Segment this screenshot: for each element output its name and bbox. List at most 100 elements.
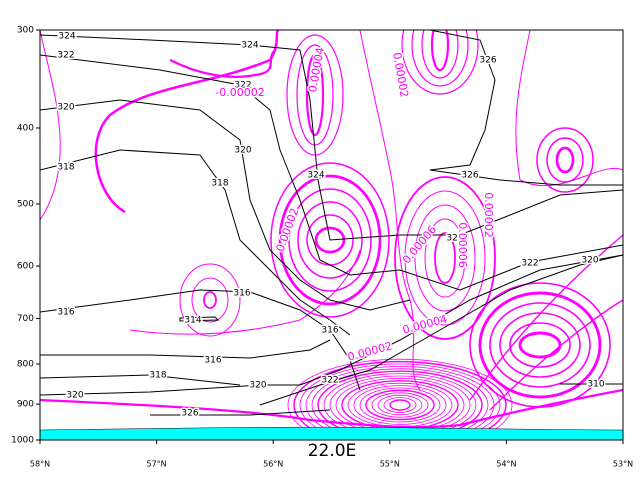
contour-label: 320 bbox=[581, 256, 598, 266]
contour-line bbox=[371, 392, 429, 418]
contour-label: 320 bbox=[249, 381, 266, 391]
y-tick-label: 500 bbox=[17, 199, 34, 209]
contour-label: 324 bbox=[58, 32, 75, 42]
contour-line bbox=[179, 316, 220, 322]
contour-line bbox=[429, 30, 623, 186]
contour-line bbox=[394, 176, 496, 340]
contour-line bbox=[150, 409, 331, 416]
contour-label: 318 bbox=[211, 179, 228, 189]
contour-line bbox=[299, 363, 501, 440]
contour-line bbox=[293, 360, 507, 440]
contour-label: 0.00002 bbox=[390, 51, 411, 98]
y-tick-label: 600 bbox=[17, 262, 34, 272]
contour-label: 0.00006 bbox=[456, 222, 469, 268]
contour-line bbox=[40, 30, 61, 221]
ground bbox=[39, 426, 624, 441]
y-tick-label: 400 bbox=[17, 123, 34, 133]
contour-line bbox=[359, 30, 421, 391]
contour-line bbox=[353, 385, 447, 425]
contour-line bbox=[536, 127, 594, 193]
contour-line bbox=[401, 30, 479, 95]
contour-line bbox=[259, 254, 623, 406]
contour-line bbox=[94, 30, 280, 214]
x-tick-label: 53°N bbox=[613, 460, 633, 469]
contour-label: 324 bbox=[241, 41, 258, 51]
contour-label: 0.00002 bbox=[482, 192, 495, 238]
contour-label: 316 bbox=[204, 356, 221, 366]
y-tick-label: 900 bbox=[17, 400, 34, 410]
contour-line bbox=[191, 277, 229, 323]
contour-label: 320 bbox=[57, 103, 74, 113]
contour-label: 326 bbox=[461, 171, 478, 181]
contour-line bbox=[555, 146, 575, 174]
contour-line bbox=[297, 201, 363, 279]
contour-label: 326 bbox=[181, 409, 198, 419]
x-tick-label: 55°N bbox=[380, 460, 400, 469]
contour-line bbox=[40, 34, 623, 241]
contour-line bbox=[179, 263, 241, 337]
plot: 324 322 324 322 320 320 318 318 326 326 324 324 322 3… bbox=[40, 30, 623, 440]
contour-label: 322 bbox=[521, 259, 538, 269]
contour-line bbox=[489, 299, 623, 411]
contour-line bbox=[314, 226, 346, 254]
contour-label: 322 bbox=[57, 51, 74, 61]
contour-line bbox=[414, 204, 476, 312]
contour-line bbox=[383, 397, 417, 413]
y-tick-label: 1000 bbox=[11, 436, 34, 446]
contour-line bbox=[411, 30, 469, 87]
contour-line bbox=[546, 137, 584, 183]
x-label: 22.0E bbox=[308, 441, 357, 461]
contour-label: 318 bbox=[57, 163, 74, 173]
contour-line bbox=[509, 322, 571, 368]
contour-line bbox=[377, 394, 423, 416]
contour-line bbox=[40, 99, 411, 311]
contour-label: 322 bbox=[321, 376, 338, 386]
contour-line bbox=[40, 149, 351, 336]
contours: 324 322 324 322 320 320 318 318 326 326 324 324 322 3… bbox=[40, 30, 623, 440]
contour-line bbox=[518, 331, 562, 359]
contour-line bbox=[40, 54, 623, 291]
frame bbox=[39, 29, 624, 441]
contour-line bbox=[287, 358, 513, 440]
contour-label: 324 bbox=[446, 234, 463, 244]
contour-line bbox=[424, 218, 466, 298]
contour-label: 318 bbox=[149, 371, 166, 381]
contour-line bbox=[515, 30, 623, 187]
contour-line bbox=[203, 291, 217, 309]
contour-line bbox=[40, 388, 623, 429]
contour-label: 320 bbox=[66, 391, 83, 401]
contour-line bbox=[129, 249, 361, 335]
contour-label: 326 bbox=[479, 56, 496, 66]
contour-label: 316 bbox=[57, 308, 74, 318]
contour-line bbox=[288, 188, 372, 292]
contour-line bbox=[278, 174, 382, 306]
contour-line bbox=[478, 291, 602, 399]
contour-line bbox=[469, 234, 623, 401]
contour-line bbox=[359, 387, 441, 423]
contour-line bbox=[270, 162, 390, 318]
contour-label: 314 bbox=[184, 316, 201, 326]
contour-label: 322 bbox=[234, 81, 251, 91]
contour-line bbox=[40, 254, 623, 396]
contour-line bbox=[389, 399, 411, 411]
contour-label: -0.00002 bbox=[215, 86, 264, 99]
contour-label: 324 bbox=[307, 171, 324, 181]
contour-label: 316 bbox=[233, 289, 250, 299]
contour-line bbox=[404, 190, 486, 326]
y-tick-label: 300 bbox=[17, 26, 34, 36]
y-tick-label: 700 bbox=[17, 314, 34, 324]
contour-line bbox=[40, 374, 241, 386]
contour-line bbox=[305, 53, 325, 137]
contour-label: 316 bbox=[321, 326, 338, 336]
contour-label: 0.00002 bbox=[346, 339, 393, 363]
contour-line bbox=[430, 30, 450, 72]
contour-line bbox=[305, 366, 495, 440]
x-tick-label: 57°N bbox=[147, 460, 167, 469]
contour-label: 320 bbox=[234, 146, 251, 156]
contour-line bbox=[434, 232, 456, 284]
contour-line bbox=[365, 389, 435, 421]
x-tick-label: 56°N bbox=[263, 460, 283, 469]
contour-line bbox=[169, 49, 276, 78]
contour-line bbox=[489, 302, 591, 388]
